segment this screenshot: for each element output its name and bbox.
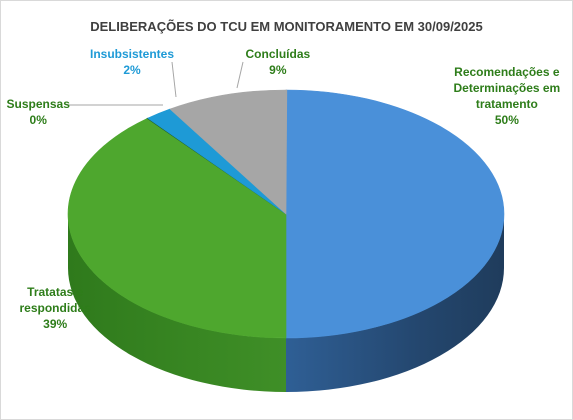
- leader-line-5: [236, 61, 244, 89]
- data-label-category: Recomendações e: [454, 65, 560, 79]
- data-label-category: Suspensas: [6, 97, 70, 111]
- data-label-category: tratamento: [475, 97, 538, 111]
- data-label-3: Suspensas 0%: [7, 96, 70, 128]
- data-label-category: Determinações em: [453, 81, 561, 95]
- data-label-percent: 2%: [123, 63, 141, 77]
- leader-line-4: [171, 61, 177, 98]
- data-label-5: Concluídas 9%: [246, 46, 311, 78]
- data-label-percent: 50%: [494, 113, 519, 127]
- data-label-percent: 0%: [29, 113, 47, 127]
- pie-side-2: [68, 214, 286, 392]
- data-label-category: Tratatas e: [27, 285, 84, 299]
- pie-slice-1: [285, 89, 505, 339]
- data-label-category: Concluídas: [245, 47, 311, 61]
- data-label-2: Tratatas e respondidas 39%: [20, 284, 91, 332]
- data-label-percent: 39%: [43, 317, 68, 331]
- pie-slice-2: [67, 118, 287, 339]
- data-label-1: Recomendações e Determinações em tratament…: [454, 64, 561, 128]
- data-label-4: Insubsistentes 2%: [90, 46, 174, 78]
- pie-side-1: [286, 214, 504, 392]
- data-label-category: respondidas: [19, 301, 91, 315]
- data-label-category: Insubsistentes: [90, 47, 175, 61]
- chart-title: DELIBERAÇÕES DO TCU EM MONITORAMENTO EM …: [90, 19, 483, 34]
- pie-slice-5: [169, 89, 288, 215]
- data-label-percent: 9%: [269, 63, 287, 77]
